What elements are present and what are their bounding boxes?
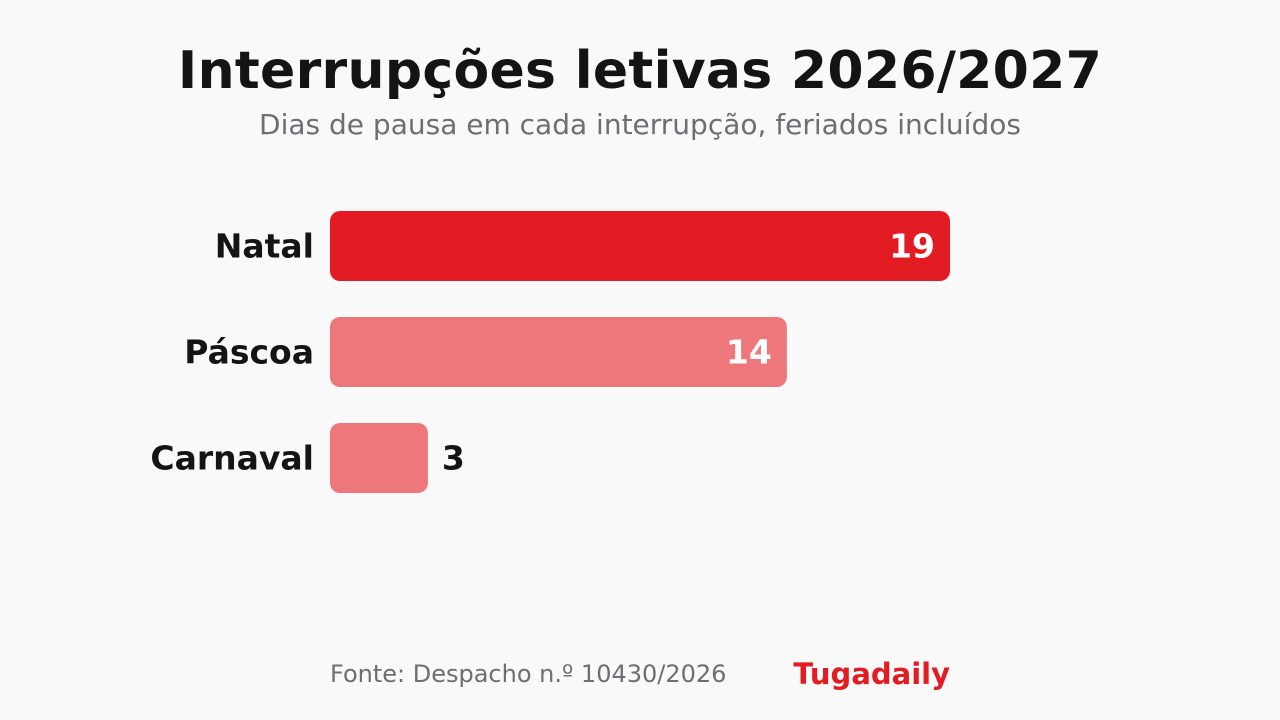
category-label: Carnaval: [150, 439, 314, 478]
bar-carnaval: [330, 423, 428, 493]
source-note: Fonte: Despacho n.º 10430/2026: [330, 660, 727, 688]
value-label: 19: [889, 227, 935, 266]
category-label: Páscoa: [184, 333, 314, 372]
chart-title: Interrupções letivas 2026/2027: [177, 41, 1103, 101]
value-label: 14: [726, 333, 772, 372]
bar-natal: [330, 211, 950, 281]
category-label: Natal: [215, 227, 314, 266]
chart-subtitle: Dias de pausa em cada interrupção, feria…: [259, 108, 1021, 141]
brand-logo-text: Tugadaily: [793, 657, 950, 691]
value-label: 3: [442, 439, 465, 478]
bar-páscoa: [330, 317, 787, 387]
